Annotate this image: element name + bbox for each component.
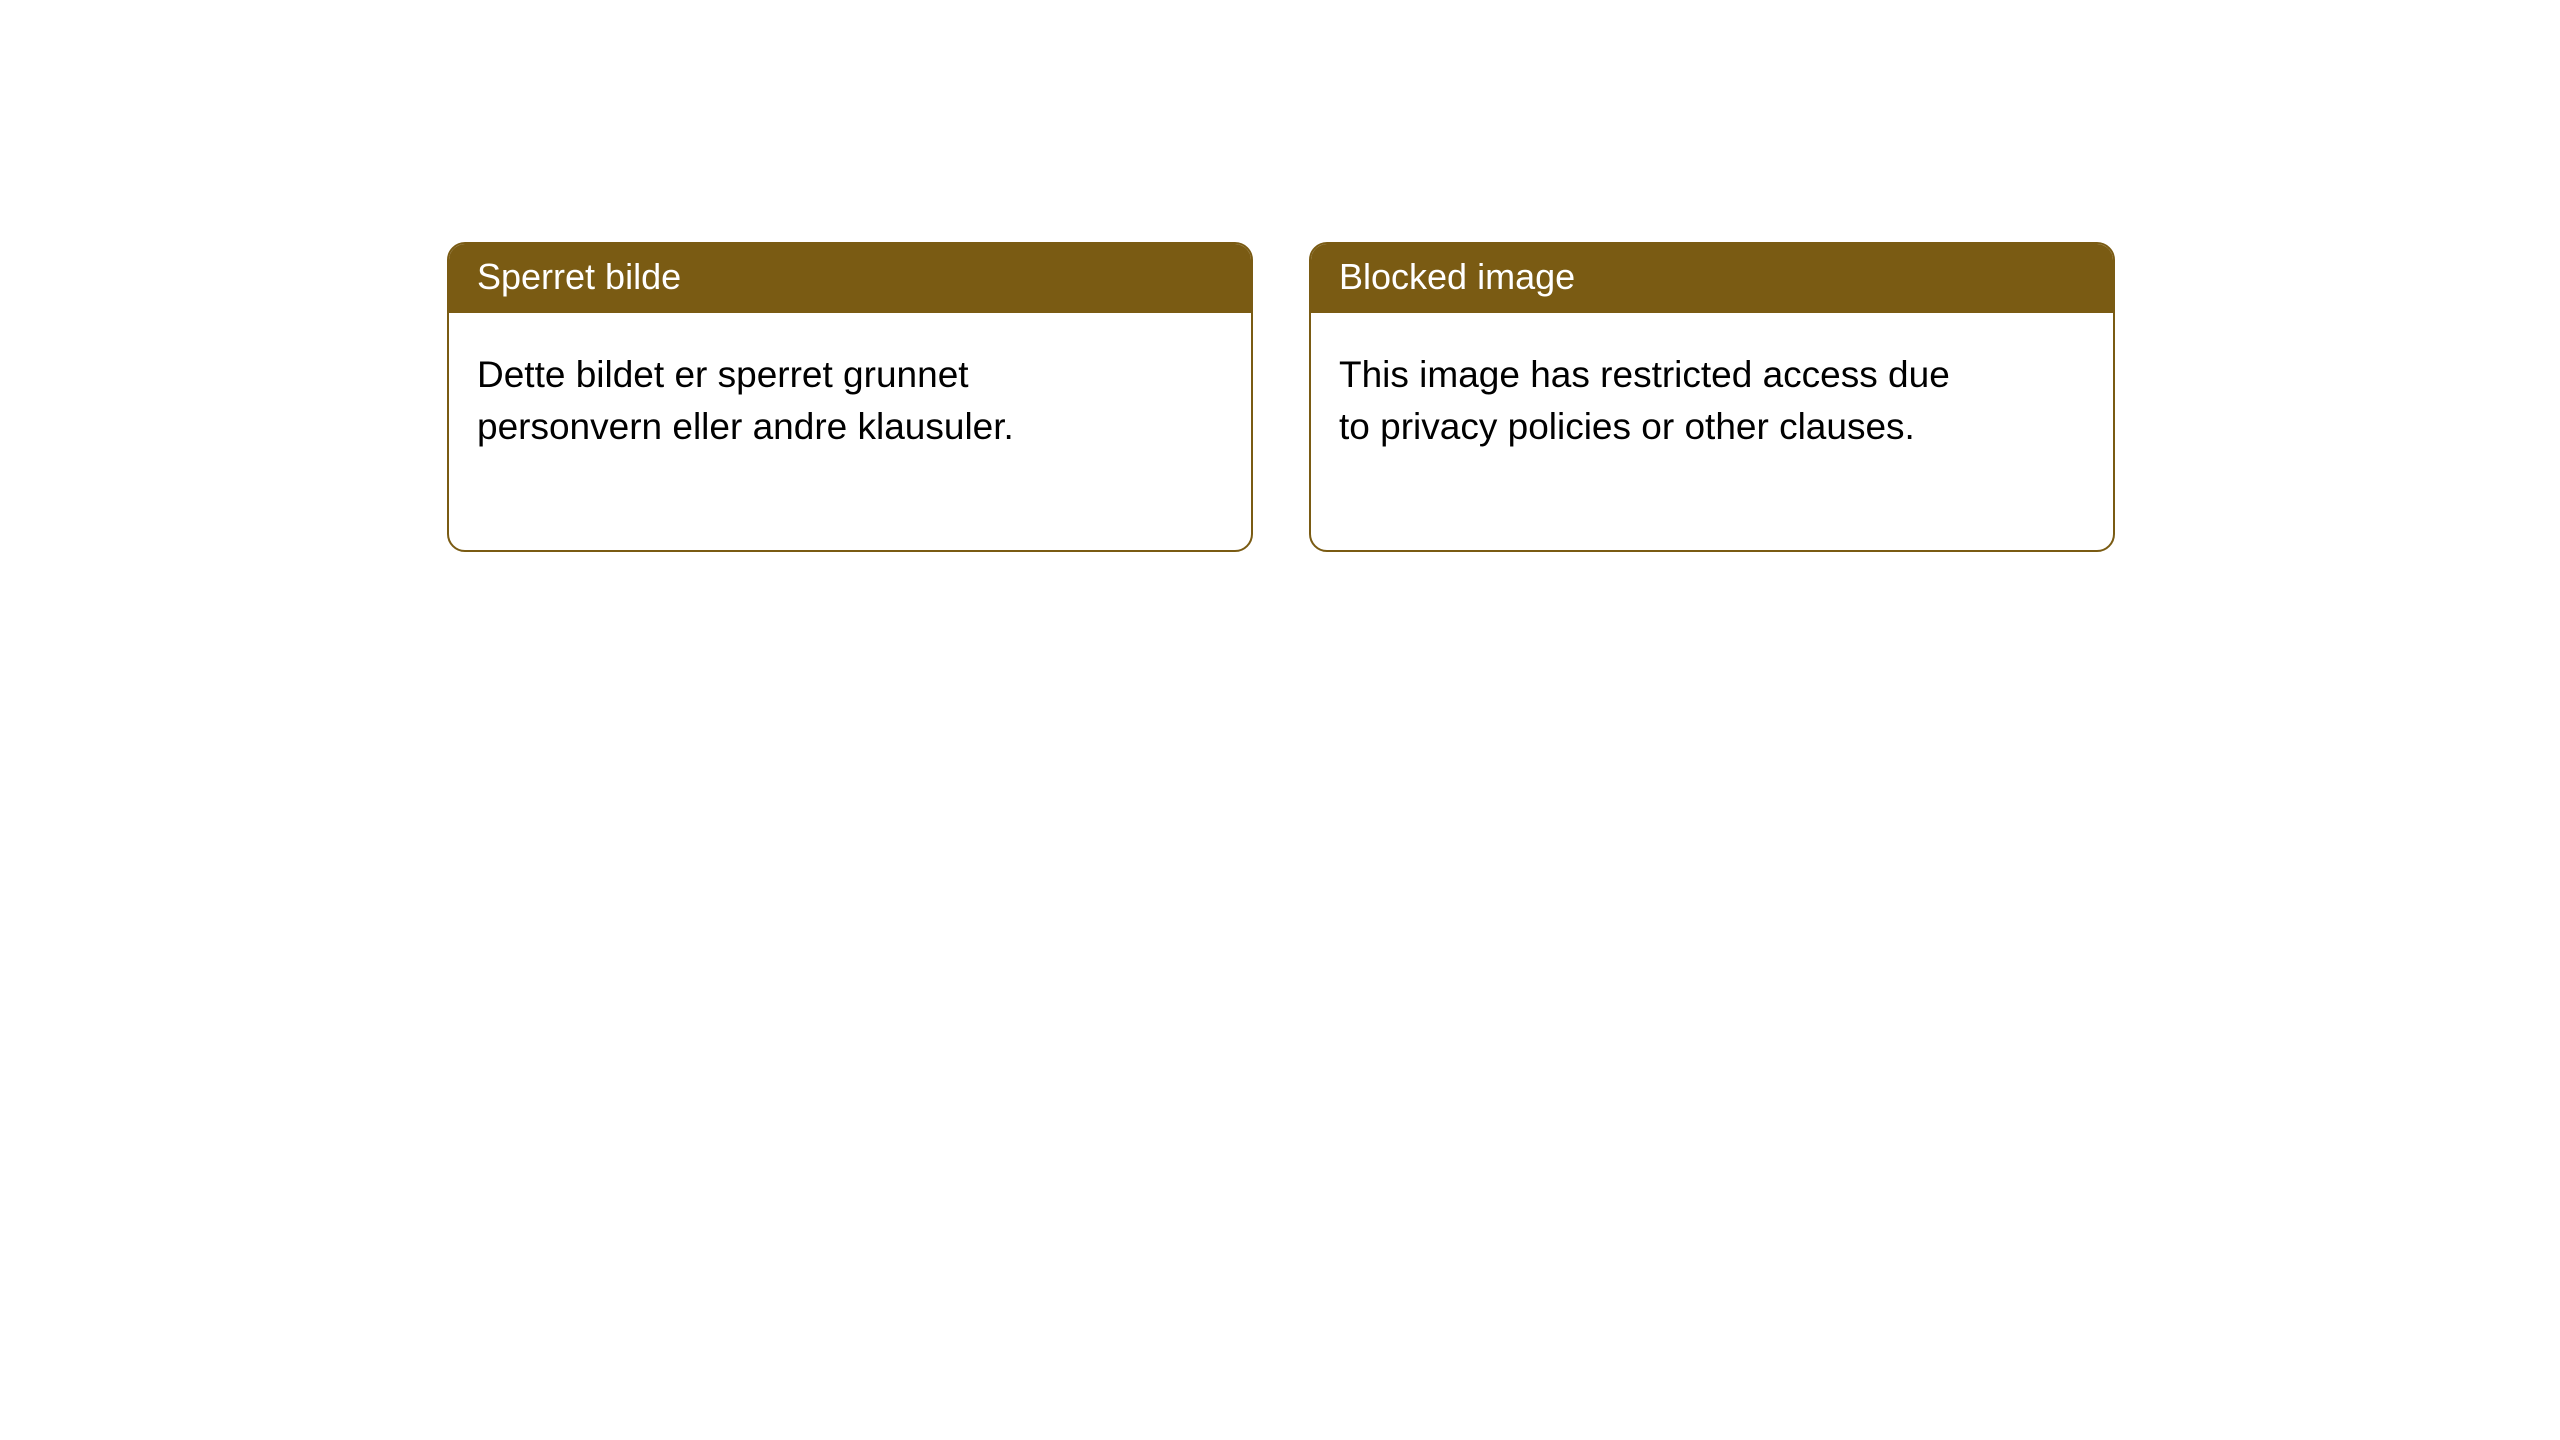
notice-header: Blocked image [1311,244,2113,313]
notice-card-english: Blocked image This image has restricted … [1309,242,2115,552]
notice-card-norwegian: Sperret bilde Dette bildet er sperret gr… [447,242,1253,552]
notice-header: Sperret bilde [449,244,1251,313]
notice-body: This image has restricted access due to … [1311,313,2011,551]
notice-container: Sperret bilde Dette bildet er sperret gr… [0,0,2560,552]
notice-body: Dette bildet er sperret grunnet personve… [449,313,1149,551]
